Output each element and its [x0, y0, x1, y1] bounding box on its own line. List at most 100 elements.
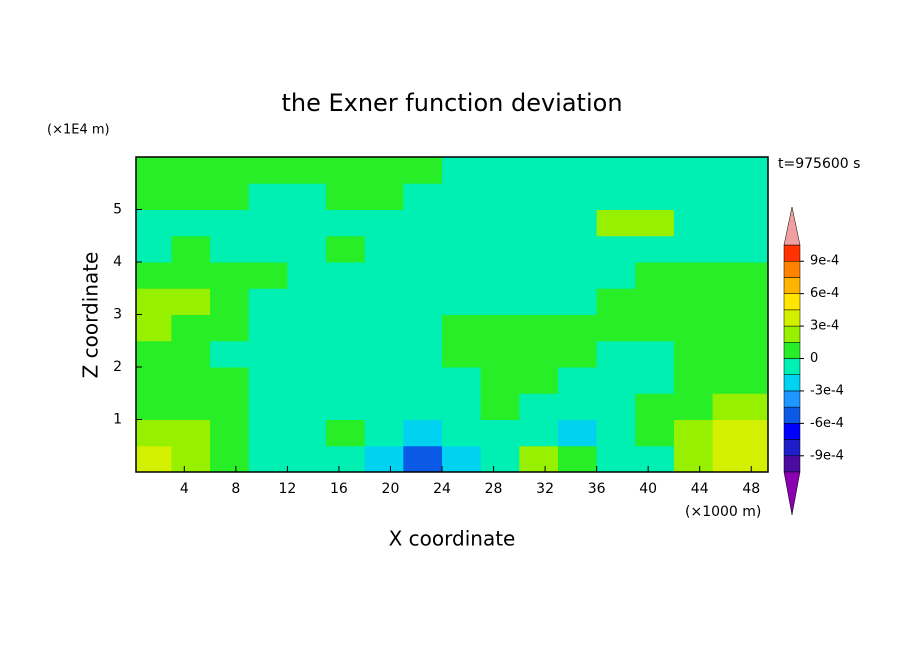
field-cell	[712, 367, 769, 394]
field-cell	[136, 183, 172, 210]
field-cell	[248, 367, 288, 394]
field-cell	[248, 262, 288, 289]
colorbar-band	[783, 358, 801, 375]
field-cell	[557, 393, 598, 420]
field-cell	[364, 314, 404, 342]
field-cell	[171, 209, 211, 237]
field-cell	[364, 157, 404, 184]
field-cell	[557, 235, 598, 263]
field-cell	[403, 367, 443, 394]
field-cell	[480, 393, 520, 420]
field-cell	[136, 393, 172, 420]
field-cell	[442, 288, 482, 315]
colorbar-band	[783, 342, 801, 359]
field-cell	[635, 445, 675, 473]
colorbar-band	[783, 406, 801, 424]
field-cell	[635, 419, 675, 447]
field-cell	[596, 393, 636, 420]
x-tick-label: 24	[433, 481, 451, 497]
field-cell	[673, 393, 714, 420]
field-cell	[480, 340, 520, 368]
field-cell	[712, 393, 769, 420]
field-cell	[480, 183, 520, 210]
field-cell	[136, 288, 172, 315]
field-cell	[364, 393, 404, 420]
field-cell	[442, 367, 482, 394]
field-cell	[171, 367, 211, 394]
field-cell	[287, 445, 327, 473]
field-cell	[403, 445, 443, 473]
field-cell	[364, 183, 404, 210]
colorbar-tick-label: -6e-4	[810, 416, 844, 431]
colorbar-band	[783, 423, 801, 440]
field-cell	[519, 314, 559, 342]
field-cell	[557, 262, 598, 289]
x-tick-label: 32	[536, 481, 554, 497]
field-cell	[673, 288, 714, 315]
field-cell	[635, 157, 675, 184]
field-cell	[171, 445, 211, 473]
field-cell	[210, 445, 250, 473]
field-cell	[403, 157, 443, 184]
field-cell	[442, 314, 482, 342]
field-cell	[557, 157, 598, 184]
field-cell	[557, 419, 598, 447]
chart-title: the Exner function deviation	[281, 89, 622, 117]
field-cell	[326, 314, 366, 342]
field-cell	[326, 262, 366, 289]
field-cell	[287, 262, 327, 289]
field-cell	[673, 262, 714, 289]
field-cell	[364, 288, 404, 315]
colorbar-tick-label: 3e-4	[810, 319, 839, 334]
field-cell	[557, 367, 598, 394]
field-cell	[712, 183, 769, 210]
field-cell	[210, 314, 250, 342]
field-cell	[403, 235, 443, 263]
field-cell	[442, 340, 482, 368]
field-cell	[519, 340, 559, 368]
field-cell	[596, 262, 636, 289]
field-cell	[287, 393, 327, 420]
colorbar-band	[783, 244, 801, 262]
field-cell	[480, 262, 520, 289]
x-tick-label: 20	[382, 481, 400, 497]
field-cell	[635, 393, 675, 420]
field-cell	[171, 419, 211, 447]
field-cell	[403, 419, 443, 447]
field-cell	[519, 262, 559, 289]
field-cell	[210, 419, 250, 447]
colorbar-band	[783, 293, 801, 311]
field-cell	[712, 419, 769, 447]
field-cell	[712, 235, 769, 263]
field-cell	[326, 445, 366, 473]
field-cell	[210, 393, 250, 420]
field-cell	[136, 340, 172, 368]
colorbar-over	[783, 206, 801, 246]
field-cell	[673, 209, 714, 237]
field-cell	[248, 340, 288, 368]
field-cell	[557, 445, 598, 473]
field-cell	[248, 209, 288, 237]
field-cell	[326, 393, 366, 420]
field-cell	[712, 340, 769, 368]
field-cell	[326, 367, 366, 394]
colorbar-tick-label: 9e-4	[810, 254, 839, 269]
field-cell	[326, 209, 366, 237]
field-cell	[596, 183, 636, 210]
field-cell	[403, 340, 443, 368]
colorbar-band	[783, 277, 801, 294]
y-tick-label: 3	[113, 307, 122, 323]
field-cell	[712, 262, 769, 289]
colorbar-band	[783, 374, 801, 392]
field-cell	[136, 445, 172, 473]
field-cell	[287, 183, 327, 210]
field-cell	[519, 445, 559, 473]
field-cell	[635, 288, 675, 315]
colorbar-tick-label: 6e-4	[810, 286, 839, 301]
field-cell	[210, 209, 250, 237]
field-cell	[171, 157, 211, 184]
field-cell	[557, 314, 598, 342]
field-cell	[403, 288, 443, 315]
colorbar-band	[783, 390, 801, 408]
